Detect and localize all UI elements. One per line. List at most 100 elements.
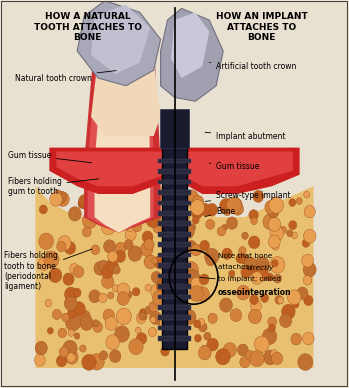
Circle shape bbox=[291, 333, 302, 345]
Circle shape bbox=[238, 344, 248, 356]
Circle shape bbox=[204, 332, 211, 340]
Circle shape bbox=[140, 242, 153, 256]
Circle shape bbox=[35, 341, 47, 355]
Circle shape bbox=[45, 300, 52, 307]
Circle shape bbox=[288, 290, 301, 305]
Circle shape bbox=[105, 317, 117, 330]
FancyBboxPatch shape bbox=[158, 211, 191, 216]
Circle shape bbox=[52, 309, 61, 319]
Circle shape bbox=[128, 246, 142, 261]
Circle shape bbox=[108, 251, 118, 262]
Circle shape bbox=[109, 198, 120, 210]
Circle shape bbox=[262, 328, 277, 345]
FancyBboxPatch shape bbox=[158, 253, 191, 257]
Circle shape bbox=[125, 291, 132, 299]
Circle shape bbox=[242, 232, 248, 239]
Circle shape bbox=[57, 355, 67, 367]
Circle shape bbox=[189, 241, 195, 248]
Circle shape bbox=[265, 200, 277, 214]
Circle shape bbox=[302, 254, 313, 267]
Circle shape bbox=[73, 266, 84, 278]
Circle shape bbox=[153, 290, 168, 307]
Circle shape bbox=[89, 353, 104, 370]
Circle shape bbox=[220, 198, 233, 213]
Circle shape bbox=[47, 327, 53, 334]
Text: Natural tooth crown: Natural tooth crown bbox=[15, 71, 116, 83]
Circle shape bbox=[254, 336, 269, 352]
Circle shape bbox=[39, 233, 53, 249]
Circle shape bbox=[82, 227, 91, 237]
Circle shape bbox=[255, 257, 269, 273]
Circle shape bbox=[152, 258, 157, 264]
Circle shape bbox=[125, 204, 139, 219]
Circle shape bbox=[230, 309, 242, 322]
Circle shape bbox=[68, 329, 74, 336]
Circle shape bbox=[79, 195, 91, 208]
Circle shape bbox=[126, 222, 135, 231]
Circle shape bbox=[228, 197, 242, 213]
Circle shape bbox=[199, 203, 210, 216]
Circle shape bbox=[114, 326, 129, 342]
Circle shape bbox=[144, 239, 154, 250]
Circle shape bbox=[73, 288, 81, 297]
Circle shape bbox=[93, 322, 103, 332]
Circle shape bbox=[206, 219, 215, 229]
FancyBboxPatch shape bbox=[158, 222, 191, 226]
Circle shape bbox=[191, 206, 202, 219]
Circle shape bbox=[161, 346, 169, 356]
Text: Implant abutment: Implant abutment bbox=[205, 132, 286, 140]
Circle shape bbox=[35, 354, 45, 366]
Circle shape bbox=[144, 255, 157, 269]
Circle shape bbox=[227, 197, 242, 214]
Circle shape bbox=[297, 287, 308, 300]
FancyBboxPatch shape bbox=[158, 294, 191, 299]
Circle shape bbox=[304, 295, 313, 305]
Circle shape bbox=[98, 212, 110, 225]
Circle shape bbox=[181, 211, 190, 222]
Circle shape bbox=[248, 236, 260, 249]
Polygon shape bbox=[84, 39, 161, 233]
Circle shape bbox=[113, 266, 120, 274]
Circle shape bbox=[73, 302, 85, 316]
Circle shape bbox=[239, 246, 246, 255]
Circle shape bbox=[91, 245, 100, 255]
Circle shape bbox=[280, 226, 287, 233]
Circle shape bbox=[198, 346, 211, 360]
Circle shape bbox=[304, 191, 310, 198]
Circle shape bbox=[253, 191, 263, 202]
Circle shape bbox=[80, 345, 86, 352]
Circle shape bbox=[154, 255, 166, 269]
Circle shape bbox=[159, 316, 172, 330]
Circle shape bbox=[201, 345, 208, 353]
Circle shape bbox=[246, 350, 254, 360]
Circle shape bbox=[106, 335, 119, 350]
Circle shape bbox=[133, 222, 142, 232]
FancyBboxPatch shape bbox=[158, 180, 191, 184]
Circle shape bbox=[194, 320, 201, 328]
Circle shape bbox=[54, 190, 62, 199]
Circle shape bbox=[229, 270, 235, 277]
Circle shape bbox=[59, 347, 69, 357]
Circle shape bbox=[199, 274, 209, 285]
FancyBboxPatch shape bbox=[158, 242, 191, 247]
Circle shape bbox=[222, 224, 227, 230]
Circle shape bbox=[65, 287, 77, 301]
Text: Fibers holding
tooth to bone
(periodontal
ligament): Fibers holding tooth to bone (periodonta… bbox=[4, 249, 92, 291]
Circle shape bbox=[224, 208, 231, 216]
Circle shape bbox=[272, 260, 278, 267]
Circle shape bbox=[98, 260, 109, 272]
Circle shape bbox=[298, 354, 313, 371]
Circle shape bbox=[82, 354, 96, 370]
Circle shape bbox=[207, 338, 218, 351]
FancyBboxPatch shape bbox=[158, 169, 191, 174]
Circle shape bbox=[64, 241, 76, 254]
Circle shape bbox=[291, 232, 297, 239]
Circle shape bbox=[287, 230, 293, 237]
Circle shape bbox=[117, 308, 131, 325]
Circle shape bbox=[250, 295, 259, 305]
Circle shape bbox=[57, 241, 66, 252]
Circle shape bbox=[206, 256, 215, 266]
Circle shape bbox=[142, 231, 153, 243]
Circle shape bbox=[244, 257, 257, 272]
Circle shape bbox=[151, 271, 162, 283]
